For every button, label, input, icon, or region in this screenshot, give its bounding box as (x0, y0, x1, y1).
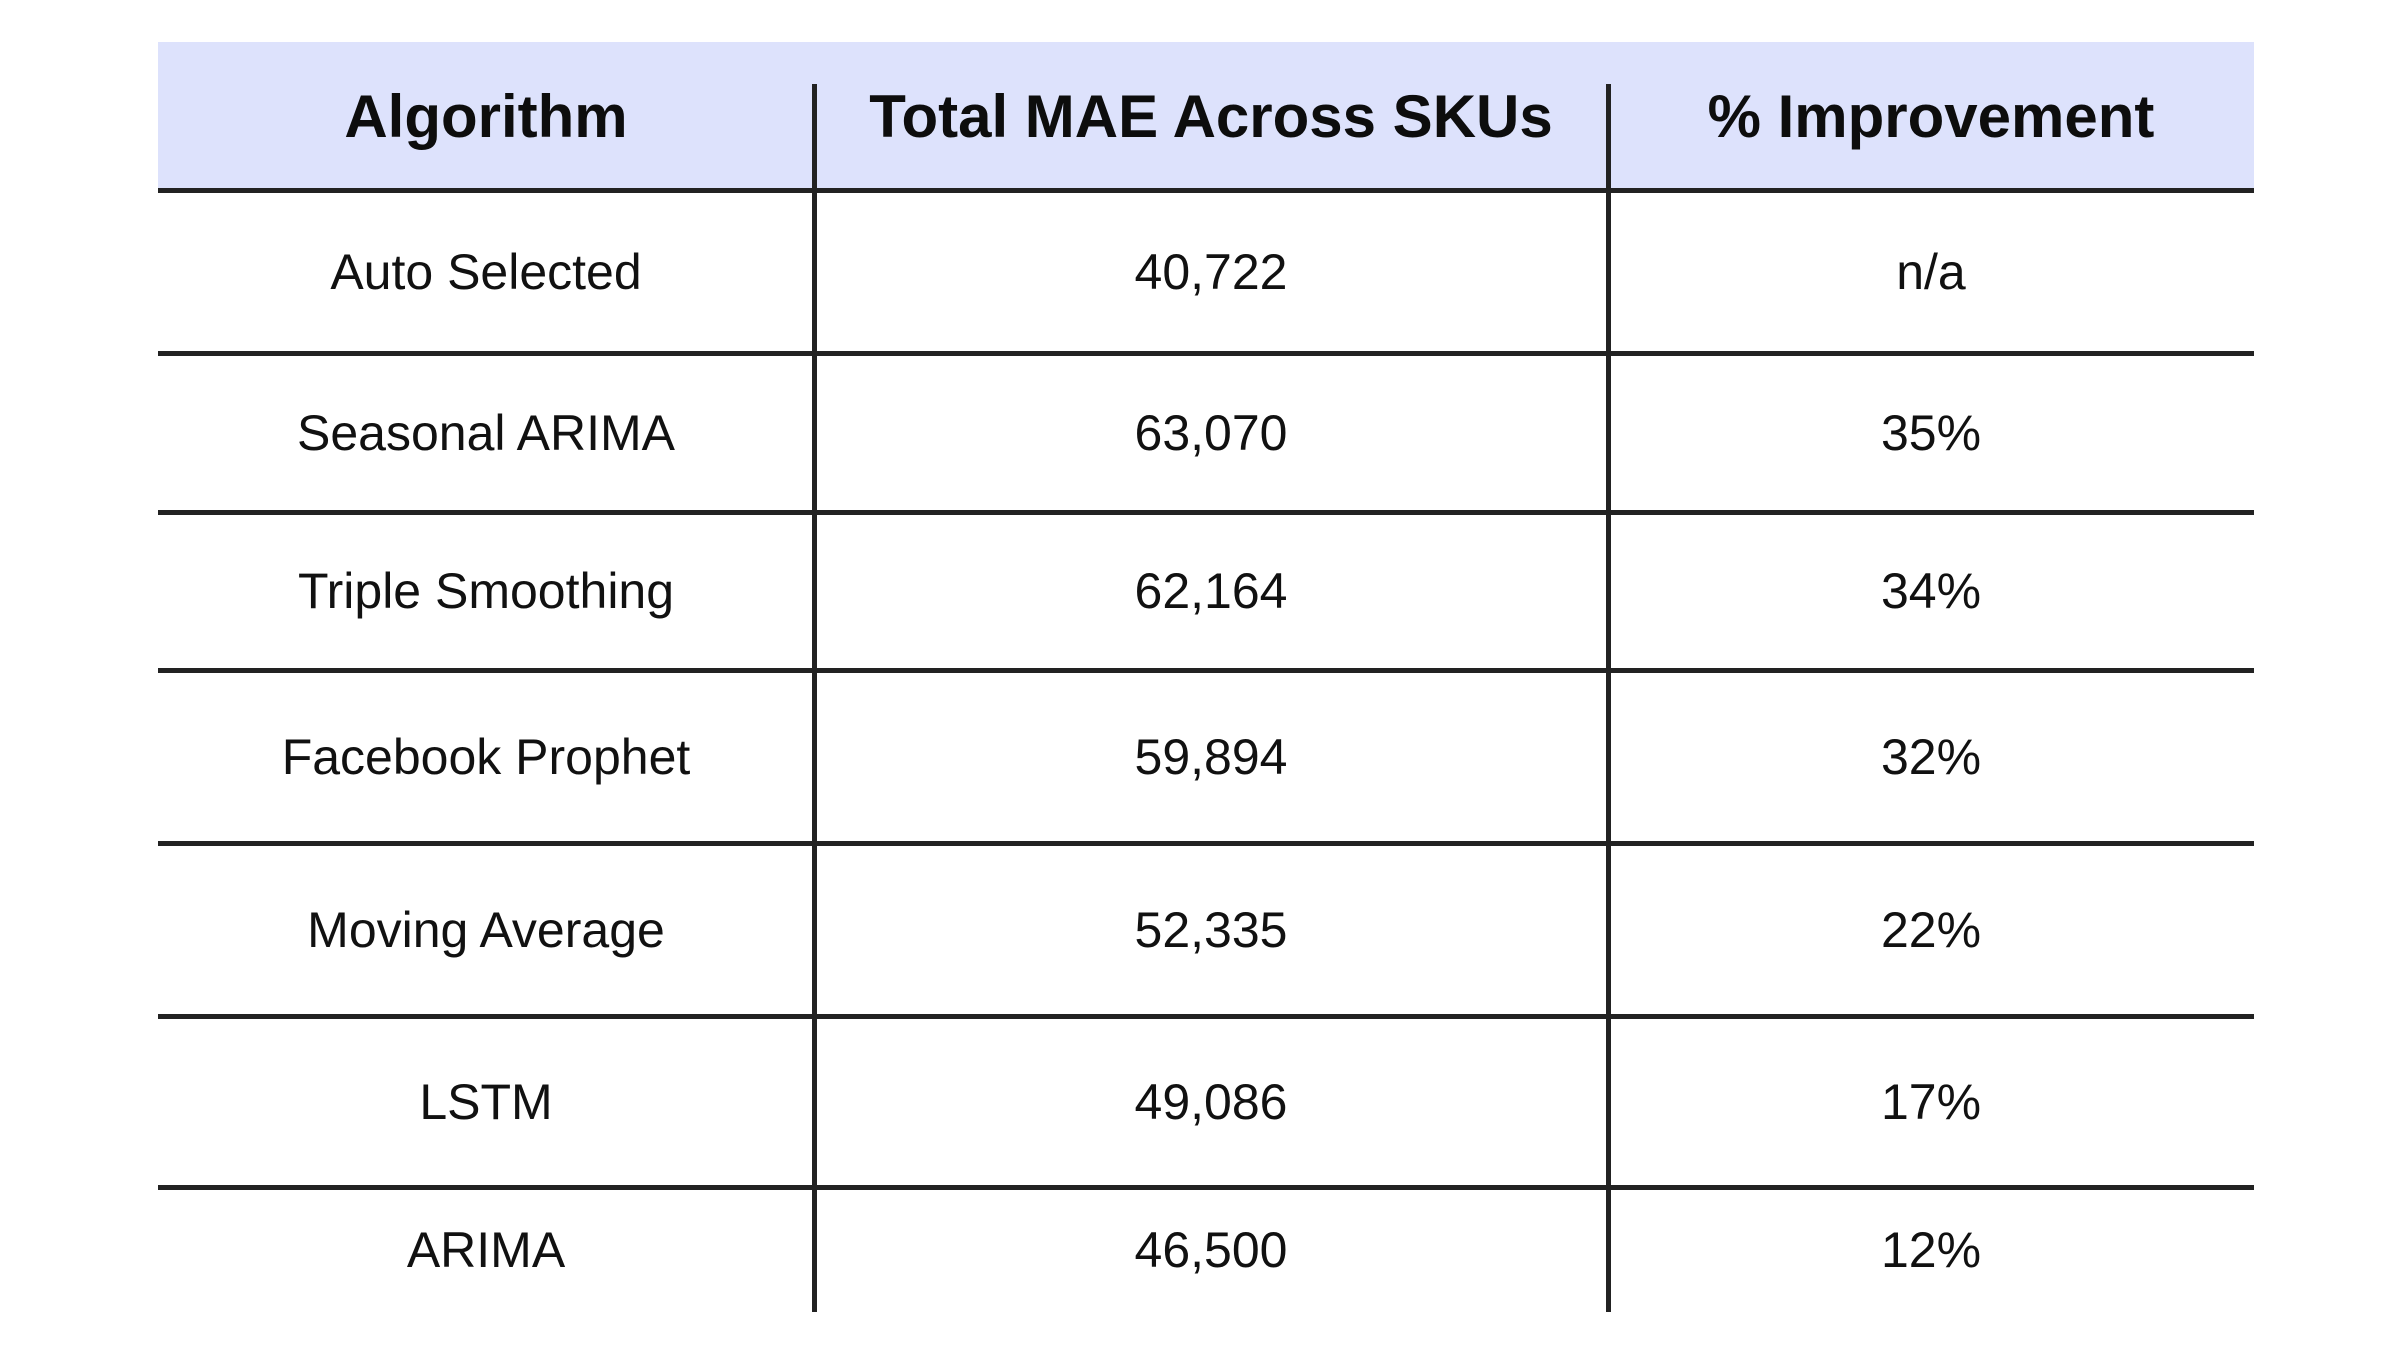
table-row-mae: 46,500 (1134, 1221, 1288, 1278)
table-row-mae: 49,086 (1134, 1073, 1288, 1130)
column-divider (1606, 84, 1611, 1312)
table-row-algorithm: Facebook Prophet (281, 728, 691, 785)
table-header-background (158, 42, 2254, 190)
table-row-algorithm: LSTM (419, 1073, 553, 1130)
table-row-mae: 62,164 (1134, 563, 1288, 619)
table-row-improvement: 32% (1880, 728, 1982, 785)
table-row-mae: 40,722 (1134, 243, 1288, 300)
column-divider (812, 84, 817, 1312)
table-row-mae: 59,894 (1134, 728, 1288, 785)
table-row-improvement: 22% (1880, 901, 1982, 958)
row-divider (158, 1185, 2254, 1190)
row-divider (158, 668, 2254, 673)
table-row-mae: 63,070 (1134, 404, 1288, 461)
column-header-total-mae: Total MAE Across SKUs (869, 82, 1553, 150)
table-row-mae: 52,335 (1134, 901, 1288, 958)
table-row-algorithm: Triple Smoothing (297, 563, 675, 619)
row-divider (158, 351, 2254, 356)
table-row-improvement: 34% (1880, 563, 1982, 619)
row-divider (158, 1014, 2254, 1019)
table-row-improvement: 17% (1880, 1073, 1982, 1130)
results-table: Algorithm Total MAE Across SKUs % Improv… (158, 42, 2254, 1312)
table-row-improvement: n/a (1896, 243, 1966, 300)
row-divider (158, 188, 2254, 193)
table-row-improvement: 35% (1880, 404, 1982, 461)
table-row-algorithm: Moving Average (307, 901, 665, 958)
table-row-algorithm: Auto Selected (330, 243, 642, 300)
row-divider (158, 841, 2254, 846)
table-row-improvement: 12% (1880, 1221, 1982, 1278)
table-row-algorithm: ARIMA (406, 1221, 566, 1278)
column-header-improvement: % Improvement (1707, 82, 2155, 150)
table-row-algorithm: Seasonal ARIMA (297, 404, 675, 461)
row-divider (158, 510, 2254, 515)
column-header-algorithm: Algorithm (344, 82, 628, 150)
